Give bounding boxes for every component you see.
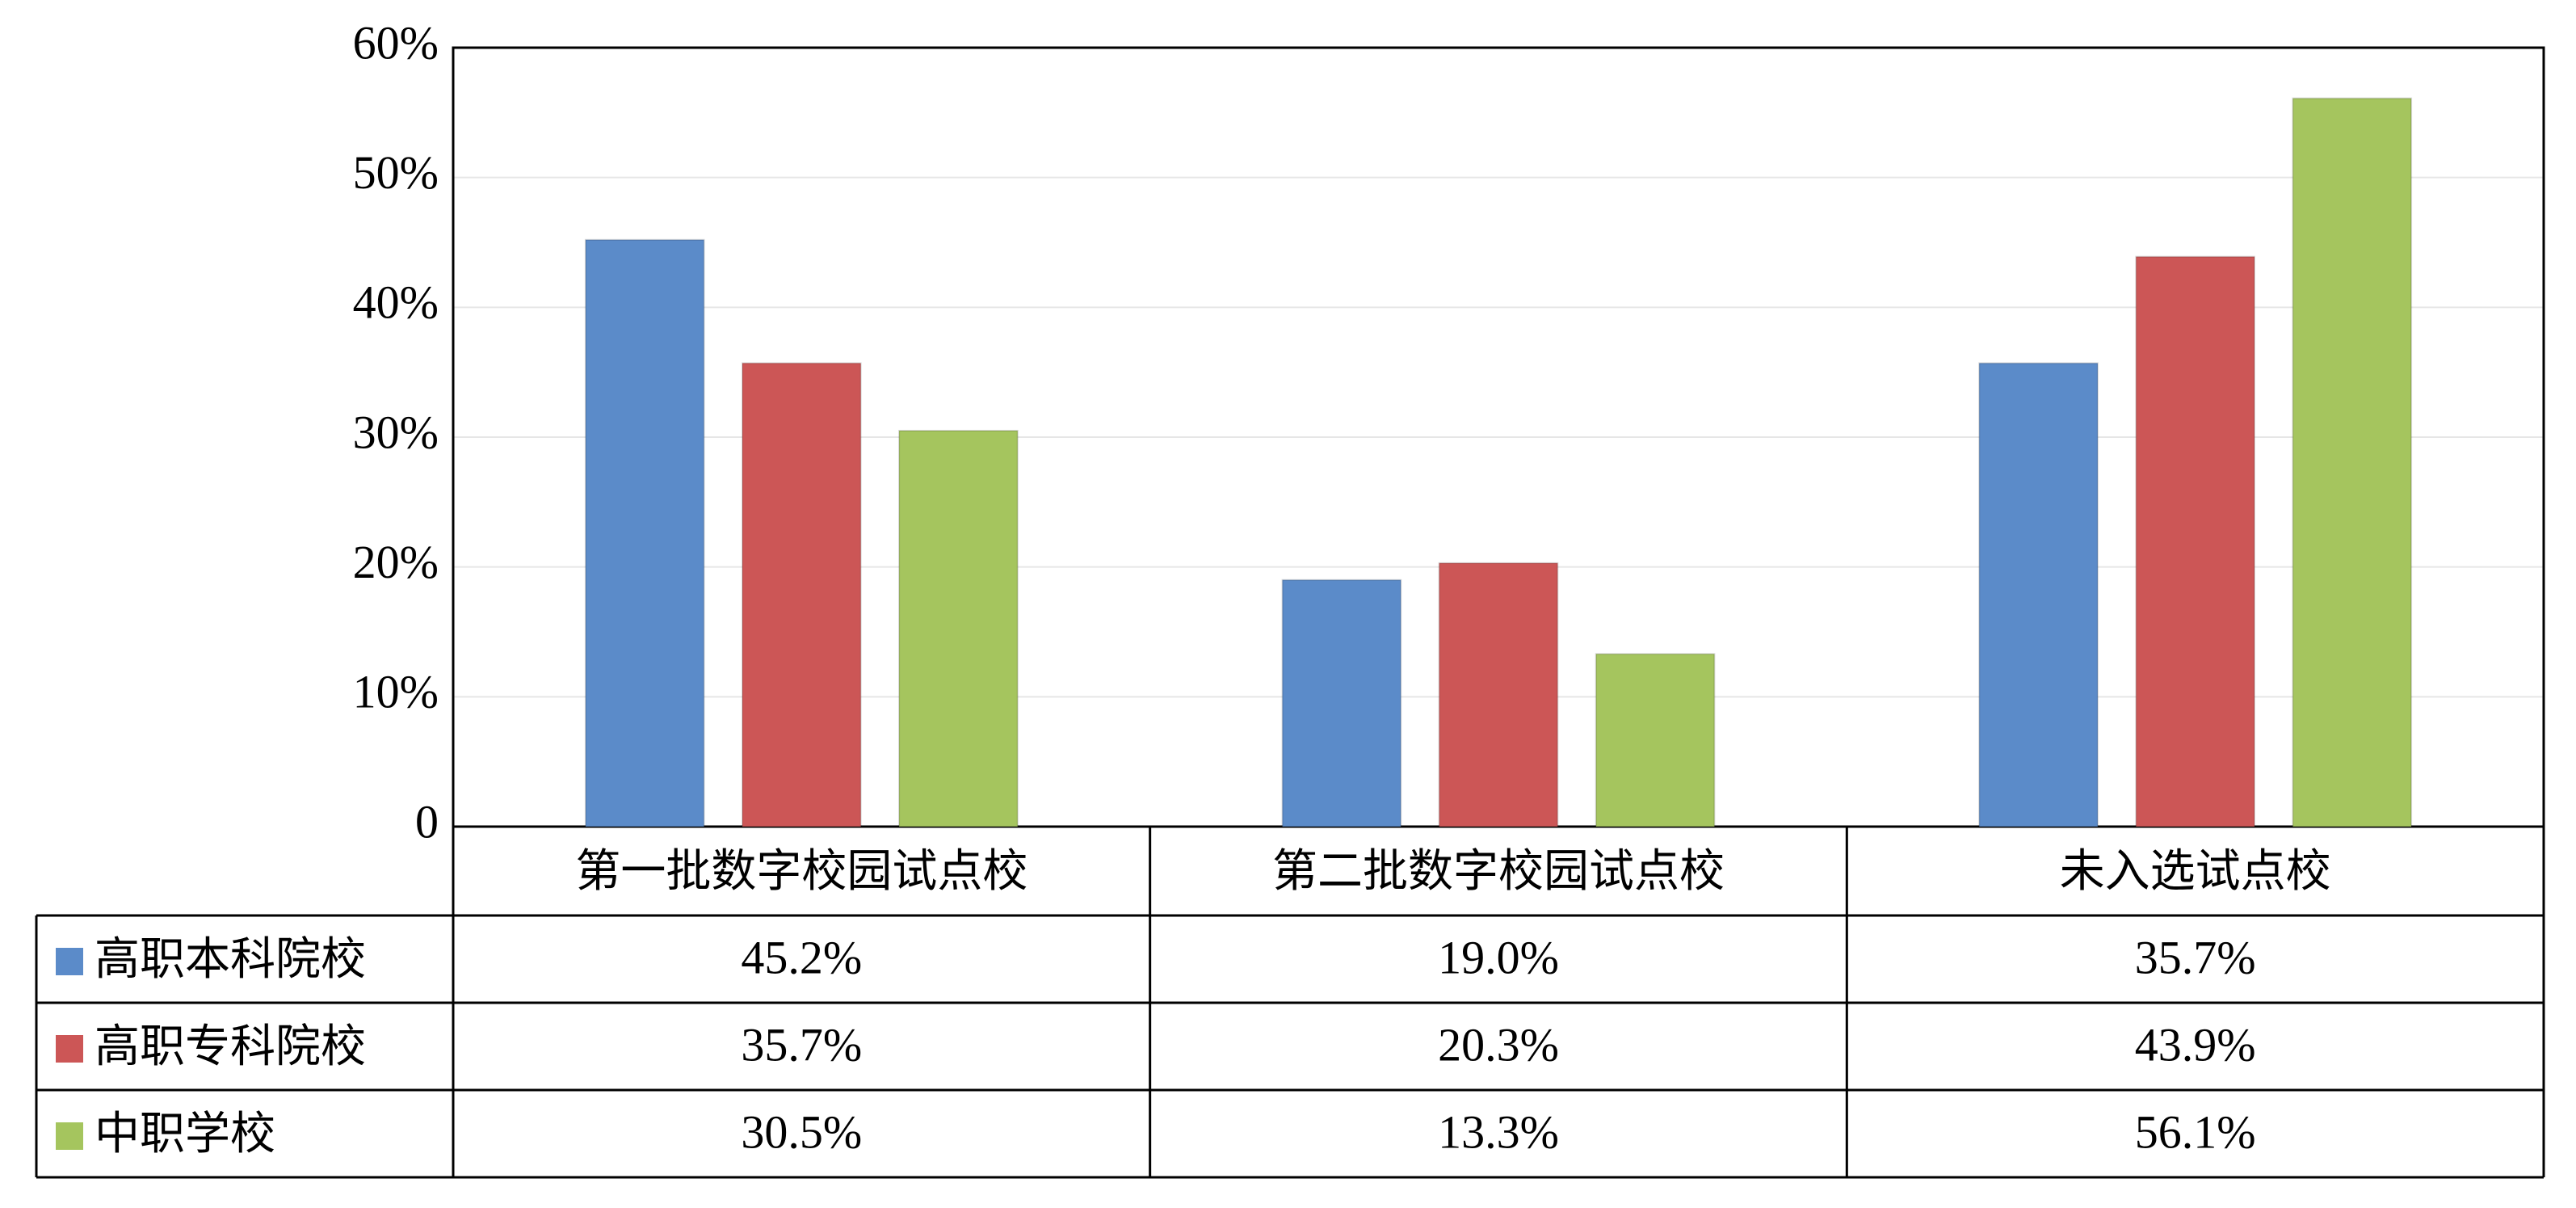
y-tick-label: 50% <box>353 146 439 199</box>
legend-swatch <box>56 948 83 975</box>
data-label: 13.3% <box>1438 1105 1559 1158</box>
data-label: 35.7% <box>741 1018 862 1071</box>
data-label: 30.5% <box>741 1105 862 1158</box>
x-tick-label: 第二批数字校园试点校 <box>1272 845 1725 898</box>
y-tick-label: 60% <box>353 16 439 69</box>
bar <box>1281 579 1402 827</box>
legend-label: 高职专科院校 <box>95 1021 366 1073</box>
data-label: 35.7% <box>2135 931 2256 983</box>
y-tick-label: 30% <box>353 406 439 458</box>
legend-label: 高职本科院校 <box>95 933 366 986</box>
bar <box>742 362 862 828</box>
bar <box>2292 97 2413 828</box>
data-label: 20.3% <box>1438 1018 1559 1071</box>
bar <box>1595 653 1716 828</box>
x-tick-label: 未入选试点校 <box>2060 845 2331 898</box>
legend-swatch <box>56 1122 83 1150</box>
data-label: 45.2% <box>741 931 862 983</box>
data-label: 56.1% <box>2135 1105 2256 1158</box>
data-label: 43.9% <box>2135 1018 2256 1071</box>
bar <box>2135 255 2255 827</box>
y-tick-label: 40% <box>353 276 439 329</box>
y-tick-label: 20% <box>353 536 439 588</box>
bar <box>584 238 705 827</box>
bar <box>1978 362 2099 828</box>
x-tick-label: 第一批数字校园试点校 <box>575 845 1027 898</box>
data-label: 19.0% <box>1438 931 1559 983</box>
y-tick-label: 10% <box>353 666 439 718</box>
legend-label: 中职学校 <box>95 1108 275 1160</box>
legend-swatch <box>56 1035 83 1063</box>
bar <box>898 429 1019 827</box>
bar <box>1438 562 1559 827</box>
y-tick-label: 0 <box>415 795 439 848</box>
